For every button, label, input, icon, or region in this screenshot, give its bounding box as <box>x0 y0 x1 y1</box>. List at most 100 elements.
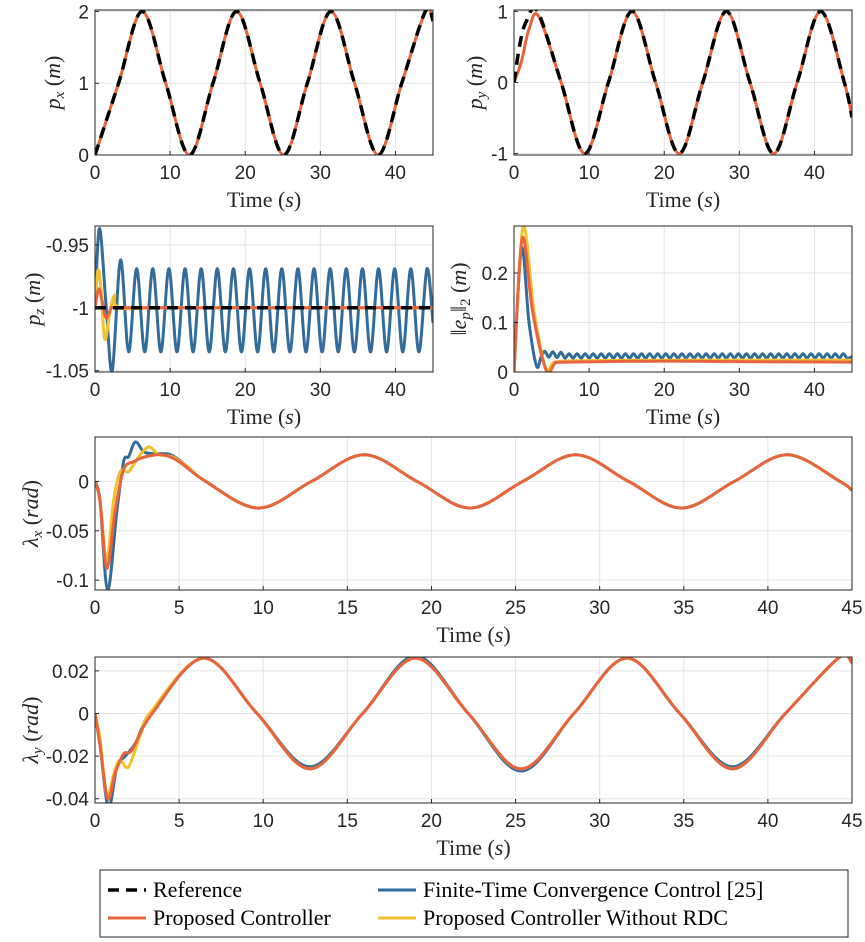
x-tick-label: 0 <box>90 598 101 619</box>
x-tick-label: 0 <box>509 163 520 184</box>
y-tick-label: 0.02 <box>52 662 89 683</box>
legend-label: Proposed Controller <box>153 905 331 930</box>
x-tick-label: 30 <box>310 163 331 184</box>
label-part: ) <box>20 273 45 280</box>
label-part: ‖ <box>446 306 471 312</box>
label-part: λ <box>18 537 43 548</box>
label-part: 2 <box>458 298 474 306</box>
x-tick-label: 30 <box>729 380 750 401</box>
x-tick-label: 30 <box>310 380 331 401</box>
label-part: x <box>30 530 46 538</box>
plot-area <box>514 226 852 372</box>
label-part: λ <box>18 754 43 765</box>
label-part: ) <box>503 622 510 647</box>
legend-label: Reference <box>153 877 242 902</box>
series-group <box>514 226 852 372</box>
legend-item-without-rdc: Proposed Controller Without RDC <box>378 905 728 930</box>
label-part: m <box>446 270 471 286</box>
legend-item-reference: Reference <box>108 877 242 902</box>
y-tick-label: 0 <box>78 472 89 493</box>
axes-box <box>94 225 434 373</box>
x-tick-label: 10 <box>579 163 600 184</box>
axes-box <box>94 656 853 804</box>
label-part: p <box>40 98 65 111</box>
label-part: ) <box>18 697 43 704</box>
label-part: ( <box>18 734 43 747</box>
legend-item-proposed: Proposed Controller <box>108 905 331 930</box>
y-tick-label: 0 <box>497 363 508 384</box>
x-tick-label: 0 <box>90 811 101 832</box>
label-part: ( <box>446 286 471 299</box>
label-part: ) <box>40 56 65 63</box>
x-tick-label: 25 <box>505 811 526 832</box>
axes-box <box>94 9 434 156</box>
x-tick-label: 40 <box>385 380 406 401</box>
label-part: ( <box>18 518 43 531</box>
legend-item-finite-time: Finite-Time Convergence Control [25] <box>378 877 763 902</box>
y-tick-label: 1 <box>78 74 89 95</box>
x-tick-label: 30 <box>589 811 610 832</box>
plot-area <box>95 437 852 590</box>
series-line-finite-time <box>514 246 852 372</box>
x-tick-label: 40 <box>757 811 778 832</box>
series-line-proposed <box>95 453 852 570</box>
series-line-proposed <box>514 235 852 372</box>
series-group <box>514 10 852 155</box>
label-part: s <box>495 622 504 647</box>
label-part: Time ( <box>646 404 704 429</box>
x-axis-label: Time (s) <box>227 187 301 212</box>
x-axis-label: Time (s) <box>436 835 510 860</box>
label-part: s <box>704 404 713 429</box>
plot-area <box>95 657 852 803</box>
x-tick-label: 40 <box>385 163 406 184</box>
x-tick-label: 30 <box>589 598 610 619</box>
y-tick-label: -1.05 <box>46 362 89 383</box>
x-axis-label: Time (s) <box>436 622 510 647</box>
series-line-proposed <box>95 657 852 801</box>
x-tick-label: 15 <box>337 811 358 832</box>
series-group <box>95 10 433 155</box>
label-part: p <box>20 314 45 327</box>
label-part: ) <box>713 404 720 429</box>
series-group <box>95 227 433 372</box>
label-part: p <box>462 98 487 111</box>
label-part: y <box>474 91 490 100</box>
x-tick-label: 20 <box>421 598 442 619</box>
label-part: p <box>458 312 474 321</box>
label-part: ) <box>18 480 43 487</box>
label-part: z <box>32 308 48 315</box>
label-part: ) <box>503 835 510 860</box>
label-part: ) <box>294 187 301 212</box>
y-tick-label: -1 <box>72 299 89 320</box>
x-tick-label: 25 <box>505 598 526 619</box>
label-part: ) <box>294 404 301 429</box>
y-tick-label: 1 <box>497 2 508 23</box>
series-line-reference <box>514 10 852 155</box>
legend-label: Proposed Controller Without RDC <box>423 905 728 930</box>
label-part: ) <box>462 56 487 63</box>
y-axis-label: py (m) <box>462 56 490 112</box>
x-tick-label: 10 <box>253 598 274 619</box>
y-tick-label: 0 <box>497 74 508 95</box>
x-tick-label: 35 <box>673 598 694 619</box>
x-tick-label: 30 <box>729 163 750 184</box>
x-tick-label: 20 <box>654 380 675 401</box>
x-axis-label: Time (s) <box>646 404 720 429</box>
label-part: Time ( <box>227 187 285 212</box>
x-tick-label: 10 <box>160 163 181 184</box>
y-tick-label: -0.1 <box>56 571 89 592</box>
label-part: e <box>446 319 471 329</box>
y-axis-label: λx (rad) <box>18 480 46 548</box>
x-tick-label: 40 <box>804 163 825 184</box>
x-tick-label: 10 <box>253 811 274 832</box>
label-part: m <box>462 63 487 79</box>
y-tick-label: -0.02 <box>46 747 89 768</box>
x-tick-label: 0 <box>90 163 101 184</box>
label-part: s <box>285 404 294 429</box>
label-part: Time ( <box>436 622 494 647</box>
label-part: ( <box>20 296 45 309</box>
